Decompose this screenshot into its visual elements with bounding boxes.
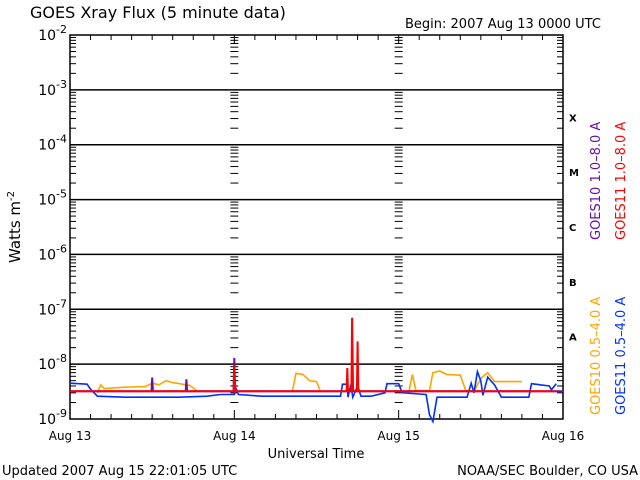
legend-entry: GOES10 1.0–8.0 A: [589, 122, 604, 240]
flare-class-label: C: [569, 223, 576, 234]
flare-class-label: A: [569, 333, 577, 344]
begin-label: Begin: 2007 Aug 13 0000 UTC: [405, 17, 601, 32]
legend-entry: GOES10 0.5–4.0 A: [589, 297, 604, 415]
x-tick-label: Aug 14: [213, 429, 256, 443]
series-goes10-0-5-4-0-a: [96, 370, 522, 394]
flare-class-label: M: [569, 168, 579, 179]
y-tick-label: 10-8: [38, 352, 67, 373]
legend-entry: GOES11 0.5–4.0 A: [614, 297, 629, 415]
y-tick-label: 10-4: [38, 133, 67, 154]
flare-class-label: B: [569, 278, 577, 289]
chart-title: GOES Xray Flux (5 minute data): [30, 3, 286, 22]
y-tick-label: 10-6: [38, 242, 67, 263]
y-tick-label: 10-9: [38, 407, 67, 428]
x-tick-label: Aug 13: [49, 429, 92, 443]
x-axis-label: Universal Time: [268, 447, 365, 462]
footer-updated: Updated 2007 Aug 15 22:01:05 UTC: [2, 464, 237, 479]
footer-credit: NOAA/SEC Boulder, CO USA: [457, 464, 638, 479]
plot-frame: [69, 34, 564, 420]
flare-class-label: X: [569, 113, 577, 124]
y-tick-label: 10-5: [38, 188, 67, 209]
series-goes11-0-5-4-0-a: [69, 368, 557, 425]
series-goes11-1-0-8-0-a: [70, 317, 557, 393]
y-tick-label: 10-3: [38, 78, 67, 99]
legend-entry: GOES11 1.0–8.0 A: [614, 122, 629, 240]
y-tick-label: 10-2: [38, 23, 67, 44]
y-axis-label: Watts m-2: [6, 191, 24, 263]
y-tick-label: 10-7: [38, 297, 67, 318]
x-tick-label: Aug 16: [542, 429, 585, 443]
x-tick-label: Aug 15: [377, 429, 420, 443]
